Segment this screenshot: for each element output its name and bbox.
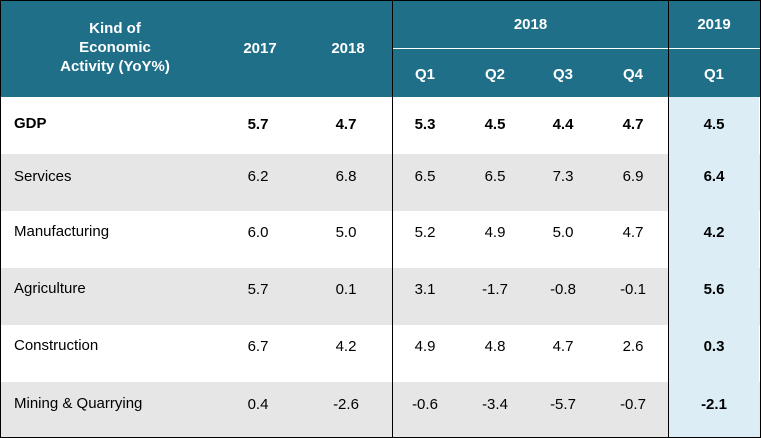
cell-2019-q1: 5.6 bbox=[703, 281, 725, 298]
header-group-2018: 2018 bbox=[513, 15, 548, 33]
cell-q3: -0.8 bbox=[550, 281, 576, 298]
header-2018-q4: Q4 bbox=[622, 65, 643, 83]
header-2018-q3: Q3 bbox=[552, 65, 573, 83]
cell-q1: 5.3 bbox=[414, 116, 436, 133]
table-row bbox=[0, 211, 761, 268]
cell-2019-q1: 0.3 bbox=[703, 338, 725, 355]
cell-2018: 4.2 bbox=[335, 338, 357, 355]
cell-q4: 2.6 bbox=[622, 338, 644, 355]
cell-2018: 0.1 bbox=[335, 281, 357, 298]
cell-q2: 4.9 bbox=[484, 224, 506, 241]
cell-q4: -0.1 bbox=[620, 281, 646, 298]
cell-q1: 4.9 bbox=[414, 338, 436, 355]
cell-q2: -3.4 bbox=[482, 396, 508, 413]
cell-q3: 5.0 bbox=[552, 224, 574, 241]
row-label: Services bbox=[14, 168, 72, 185]
cell-q4: -0.7 bbox=[620, 396, 646, 413]
highlight-2019-column bbox=[668, 97, 759, 437]
cell-2017: 5.7 bbox=[247, 116, 269, 133]
row-label: Construction bbox=[14, 337, 99, 354]
row-label: Agriculture bbox=[14, 280, 86, 297]
cell-q3: -5.7 bbox=[550, 396, 576, 413]
cell-q1: 5.2 bbox=[414, 224, 436, 241]
table-row bbox=[0, 325, 761, 382]
cell-q1: 3.1 bbox=[414, 281, 436, 298]
cell-2017: 0.4 bbox=[247, 396, 269, 413]
cell-2019-q1: -2.1 bbox=[701, 396, 727, 413]
cell-2018: 4.7 bbox=[335, 116, 357, 133]
cell-q3: 4.4 bbox=[552, 116, 574, 133]
cell-2017: 5.7 bbox=[247, 281, 269, 298]
header-2017: 2017 bbox=[243, 39, 277, 57]
cell-q2: -1.7 bbox=[482, 281, 508, 298]
cell-q2: 6.5 bbox=[484, 168, 506, 185]
cell-q4: 6.9 bbox=[622, 168, 644, 185]
header-group-2019: 2019 bbox=[697, 15, 731, 33]
cell-q4: 4.7 bbox=[622, 116, 644, 133]
header-activity: Kind of Economic Activity (YoY%) bbox=[60, 19, 170, 75]
cell-q2: 4.8 bbox=[484, 338, 506, 355]
row-label: Mining & Quarrying bbox=[14, 395, 143, 412]
cell-2017: 6.7 bbox=[247, 338, 269, 355]
cell-q3: 4.7 bbox=[552, 338, 574, 355]
cell-2019-q1: 6.4 bbox=[703, 168, 725, 185]
row-label: Manufacturing bbox=[14, 223, 110, 240]
cell-2017: 6.2 bbox=[247, 168, 269, 185]
cell-2019-q1: 4.5 bbox=[703, 116, 725, 133]
cell-q1: 6.5 bbox=[414, 168, 436, 185]
cell-q2: 4.5 bbox=[484, 116, 506, 133]
cell-2017: 6.0 bbox=[247, 224, 269, 241]
header-2018: 2018 bbox=[331, 39, 365, 57]
header-2019-q1: Q1 bbox=[703, 65, 724, 83]
column-divider bbox=[392, 0, 393, 438]
header-2018-q2: Q2 bbox=[484, 65, 505, 83]
cell-2018: -2.6 bbox=[333, 396, 359, 413]
table-row bbox=[0, 268, 761, 325]
cell-q1: -0.6 bbox=[412, 396, 438, 413]
cell-2019-q1: 4.2 bbox=[703, 224, 725, 241]
table-row bbox=[0, 154, 761, 211]
table-row bbox=[0, 97, 761, 154]
cell-q3: 7.3 bbox=[552, 168, 574, 185]
row-label: GDP bbox=[14, 115, 47, 132]
cell-2018: 5.0 bbox=[335, 224, 357, 241]
header-divider bbox=[392, 48, 761, 49]
header-2018-q1: Q1 bbox=[414, 65, 435, 83]
cell-q4: 4.7 bbox=[622, 224, 644, 241]
cell-2018: 6.8 bbox=[335, 168, 357, 185]
table-row bbox=[0, 382, 761, 437]
column-divider bbox=[668, 0, 669, 438]
